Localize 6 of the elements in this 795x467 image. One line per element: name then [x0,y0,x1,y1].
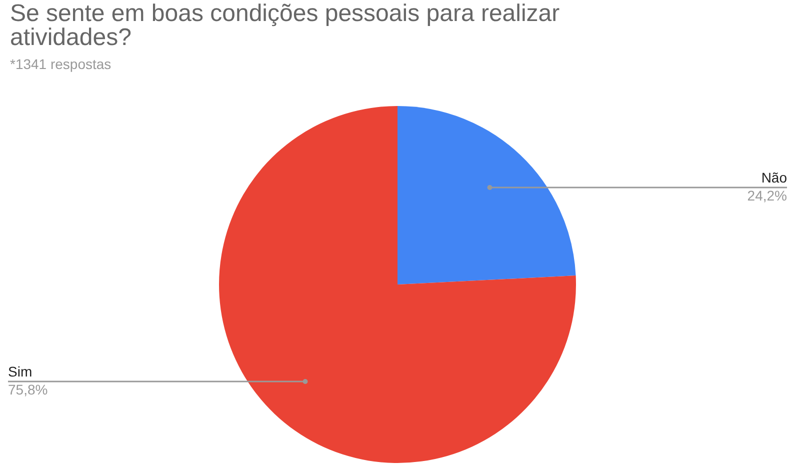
slice-label: Não [761,169,788,186]
chart-title: Se sente em boas condições pessoais para realizar atividades? [10,0,561,51]
text: *1341 respostas [10,56,112,72]
data-label: 75,8% [8,381,48,398]
data-label: 24,2% [747,187,787,204]
slice-label: Sim [8,363,32,380]
